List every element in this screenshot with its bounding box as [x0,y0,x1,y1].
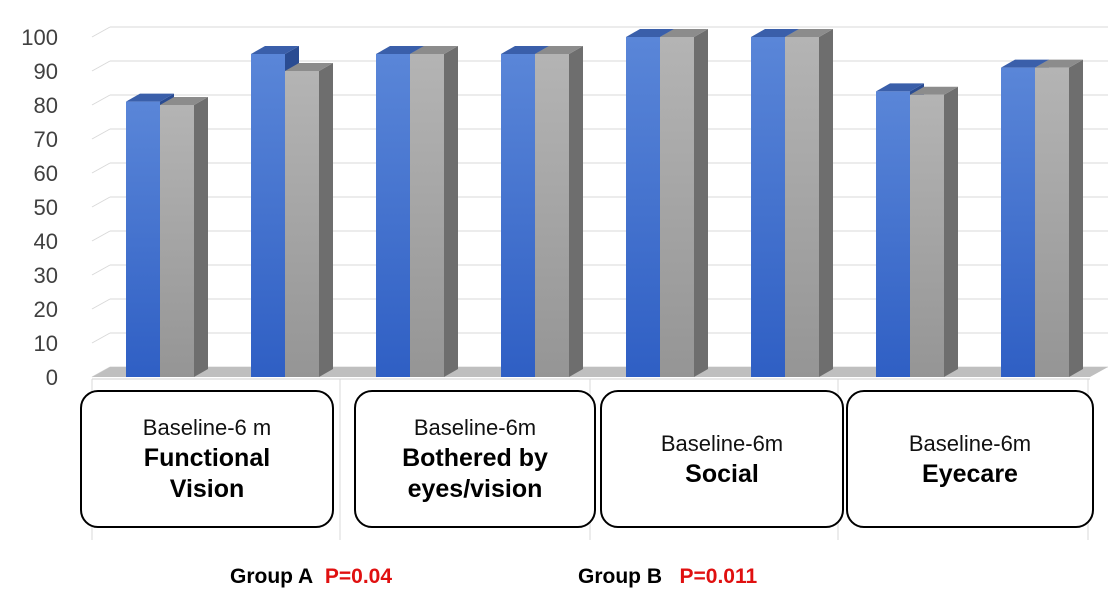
bar-grey-side [319,63,333,377]
bar-blue-top [126,93,174,102]
bar-grey [660,37,694,377]
group-b-label: Group B [578,565,662,588]
y-tick-label: 10 [34,331,58,356]
y-tick-label: 90 [34,59,58,84]
category-title: Functional [143,444,271,472]
category-box: Baseline-6 m Functional Vision [80,390,334,528]
bar-grey [285,71,319,377]
gridline-slant [91,128,111,140]
gridline-slant [91,298,111,310]
y-tick-label: 0 [46,365,58,390]
gridline-slant [91,230,111,242]
gridline-slant [91,162,111,174]
bar-blue [876,91,910,378]
y-tick-label: 40 [34,229,58,254]
bar-grey-top [535,46,583,54]
bar-grey [910,94,944,378]
category-subtitle: Baseline-6m [908,430,1032,456]
bar-blue-top [626,29,674,37]
bar-grey-side [944,86,958,378]
gridline-slant [91,60,111,72]
bar-blue [126,101,160,377]
floor-shadow [92,367,1108,377]
category-title: Social [685,459,759,488]
y-tick-label: 100 [21,25,58,50]
bar-grey-top [1035,59,1083,68]
bar-grey-side [819,29,833,377]
gridline-slant [91,332,111,344]
bar-blue-top [251,46,299,54]
group-a-footer: Group A P=0.04 [230,565,392,589]
bar-blue-top [501,46,549,54]
y-tick-label: 80 [34,93,58,118]
bar-blue-top [376,46,424,54]
group-b-p-value: P=0.011 [679,565,758,588]
bars [126,29,1083,378]
category-subtitle: Baseline-6m [413,415,537,440]
gridline-slant [91,94,111,106]
bar-blue [1001,67,1035,377]
bar-blue-top [876,83,924,92]
bar-blue [626,37,660,377]
group-a-label: Group A [230,565,314,588]
gridline-slant [91,264,111,276]
bar-grey-top [285,63,333,71]
bar-blue [751,37,785,377]
bar-blue-top [751,29,799,37]
bar-grey [160,105,194,377]
bar-blue [376,54,410,377]
bar-grey-top [410,46,458,54]
bar-grey-side [569,46,583,377]
category-title: Vision [169,475,245,503]
gridline-slant [91,196,111,208]
category-subtitle: Baseline-6 m [142,415,272,440]
bar-grey-top [785,29,833,37]
category-box: Baseline-6m Social [600,390,844,528]
y-tick-label: 60 [34,161,58,186]
bar-blue [501,54,535,377]
y-axis-ticks: 0 10 20 30 40 50 60 70 80 90 100 [21,25,58,390]
y-tick-label: 50 [34,195,58,220]
bar-blue [251,54,285,377]
bar-grey-side [1069,59,1083,377]
bar-grey [1035,67,1069,377]
bar-grey-top [910,86,958,95]
bar-grey-top [660,29,708,37]
category-subtitle: Baseline-6m [660,430,784,456]
gridline-slant [91,26,111,38]
y-tick-label: 20 [34,297,58,322]
bar-grey [410,54,444,377]
bar-grey-top [160,97,208,105]
group-b-footer: Group B P=0.011 [578,565,757,589]
bar-grey [785,37,819,377]
bar-blue-top [1001,59,1049,68]
category-box: Baseline-6m Eyecare [846,390,1094,528]
bar-grey-side [444,46,458,377]
category-title: Eyecare [922,459,1018,488]
y-tick-label: 70 [34,127,58,152]
category-title: Bothered by [402,444,548,472]
bar-grey-side [694,29,708,377]
bar-grey [535,54,569,377]
category-box: Baseline-6m Bothered by eyes/vision [354,390,596,528]
group-a-p-value: P=0.04 [324,565,393,588]
y-tick-label: 30 [34,263,58,288]
bar-grey-side [194,97,208,377]
category-title: eyes/vision [407,475,543,503]
